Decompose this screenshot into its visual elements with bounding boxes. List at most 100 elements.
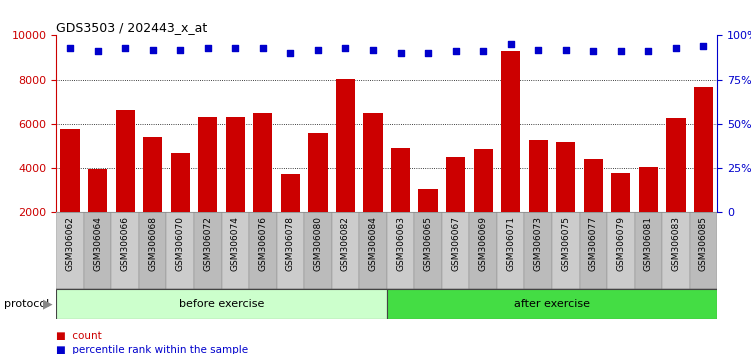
Bar [387,289,717,319]
Text: GSM306072: GSM306072 [204,216,213,271]
Text: GSM306085: GSM306085 [699,216,708,271]
Bar [281,174,300,257]
Point [505,41,517,47]
Bar [689,212,717,289]
Bar [253,113,273,257]
Bar [387,212,415,289]
Bar [363,113,383,257]
Point [642,48,654,54]
Text: GSM306077: GSM306077 [589,216,598,271]
Bar [469,212,497,289]
Bar [446,157,465,257]
Point [422,50,434,56]
Bar [56,289,387,319]
Text: GSM306084: GSM306084 [369,216,378,271]
Point [285,50,297,56]
Bar [497,212,524,289]
Bar [662,212,689,289]
Bar [308,133,327,257]
Point [477,48,489,54]
Point [450,48,462,54]
Text: protocol: protocol [4,298,49,309]
Bar [116,109,135,257]
Bar [276,212,304,289]
Text: GSM306074: GSM306074 [231,216,240,271]
Point [367,47,379,52]
Bar [225,117,245,257]
Text: ■  percentile rank within the sample: ■ percentile rank within the sample [56,346,249,354]
Bar [611,172,630,257]
Bar [580,212,607,289]
Point [670,45,682,51]
Bar [556,142,575,257]
Bar [529,141,547,257]
Point [146,47,158,52]
Text: GSM306066: GSM306066 [121,216,130,271]
Bar [222,212,249,289]
Point [257,45,269,51]
Point [312,47,324,52]
Bar [304,212,332,289]
Bar [391,148,410,257]
Text: ▶: ▶ [43,297,53,310]
Bar [198,117,218,257]
Bar [194,212,222,289]
Text: GSM306073: GSM306073 [534,216,543,271]
Point [587,48,599,54]
Bar [418,189,438,257]
Bar [332,212,359,289]
Bar [143,137,162,257]
Text: GSM306083: GSM306083 [671,216,680,271]
Text: GSM306067: GSM306067 [451,216,460,271]
Text: GSM306064: GSM306064 [93,216,102,271]
Bar [88,169,107,257]
Text: GSM306081: GSM306081 [644,216,653,271]
Text: GSM306063: GSM306063 [396,216,405,271]
Point [532,47,544,52]
Bar [552,212,580,289]
Text: GSM306068: GSM306068 [148,216,157,271]
Bar [524,212,552,289]
Text: GSM306082: GSM306082 [341,216,350,271]
Point [119,45,131,51]
Point [559,47,572,52]
Bar [84,212,111,289]
Bar [249,212,276,289]
Bar [442,212,469,289]
Point [92,48,104,54]
Bar [607,212,635,289]
Point [698,43,710,49]
Point [202,45,214,51]
Point [339,45,351,51]
Bar [474,149,493,257]
Bar [56,212,84,289]
Point [615,48,627,54]
Text: ■  count: ■ count [56,331,102,341]
Bar [635,212,662,289]
Bar [584,159,603,257]
Text: GSM306075: GSM306075 [561,216,570,271]
Bar [666,118,686,257]
Point [64,45,76,51]
Bar [170,153,190,257]
Text: GSM306076: GSM306076 [258,216,267,271]
Point [229,45,241,51]
Bar [415,212,442,289]
Bar [139,212,167,289]
Text: GSM306071: GSM306071 [506,216,515,271]
Text: GSM306062: GSM306062 [65,216,74,271]
Bar [60,130,80,257]
Text: before exercise: before exercise [179,298,264,309]
Text: GSM306070: GSM306070 [176,216,185,271]
Point [394,50,406,56]
Text: GSM306080: GSM306080 [313,216,322,271]
Bar [359,212,387,289]
Text: GSM306065: GSM306065 [424,216,433,271]
Bar [336,79,355,257]
Text: GSM306078: GSM306078 [286,216,295,271]
Point [174,47,186,52]
Text: GSM306079: GSM306079 [617,216,626,271]
Bar [638,167,658,257]
Text: after exercise: after exercise [514,298,590,309]
Bar [111,212,139,289]
